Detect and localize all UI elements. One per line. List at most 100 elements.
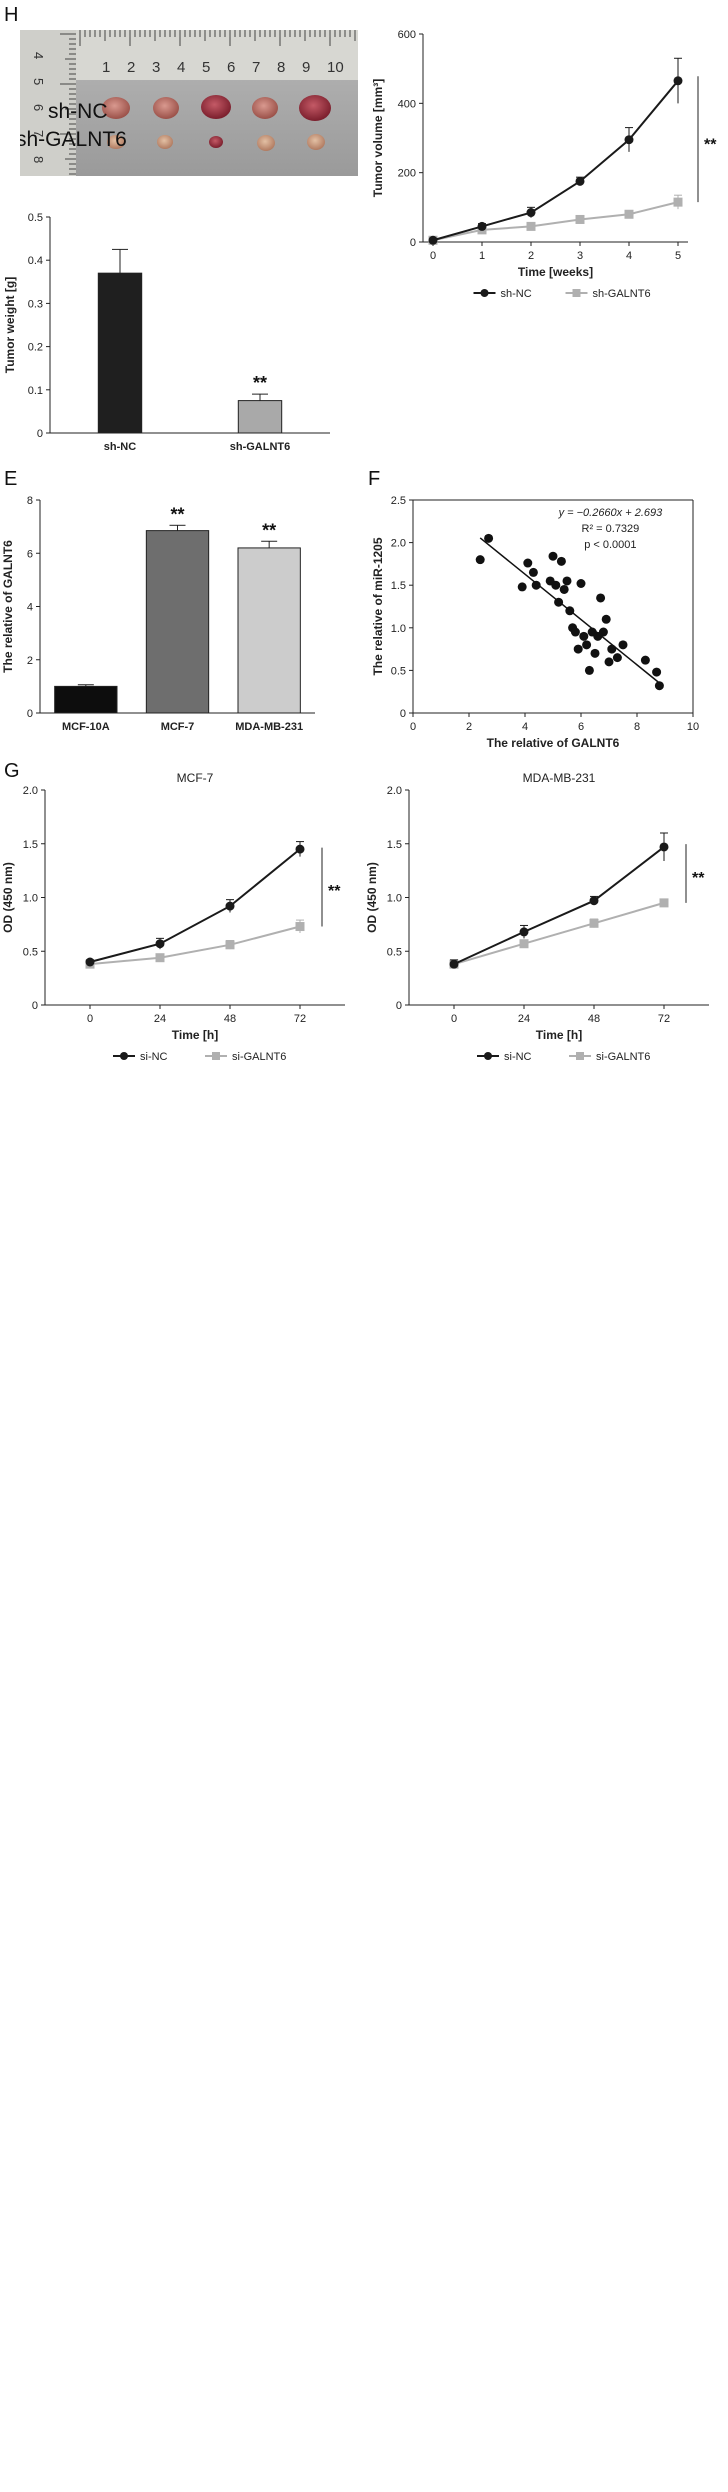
- x-tick-label: 0: [430, 250, 436, 262]
- data-point: [526, 208, 536, 218]
- data-point: [519, 927, 529, 937]
- data-point: [659, 898, 669, 908]
- scatter-point: [551, 580, 561, 590]
- x-tick-label: 72: [294, 1013, 306, 1025]
- legend-label-0: si-NC: [504, 1051, 532, 1063]
- data-point: [589, 918, 599, 928]
- y-tick-label: 0.2: [28, 342, 43, 354]
- y-tick-label: 2.0: [387, 785, 402, 797]
- scatter-point: [654, 681, 664, 691]
- data-point: [673, 76, 683, 86]
- category-label-2: MDA-MB-231: [235, 721, 303, 733]
- ruler-top-number: 8: [277, 59, 285, 76]
- od-mda-chart: 0 0.5 1.0 1.5 2.0 OD (450 nm) Time [h] MDA-MB-2…: [365, 771, 709, 1063]
- y-tick-label: 200: [398, 168, 416, 180]
- scatter-point: [652, 667, 662, 677]
- data-point: [155, 953, 165, 963]
- series-line-0: [453, 846, 665, 966]
- y-tick-label: 8: [27, 495, 33, 507]
- y-tick-label: 2.5: [391, 495, 406, 507]
- photo-label-sh-galnt6: sh-GALNT6: [20, 128, 127, 151]
- tumor-sh-galnt6-3: [209, 136, 223, 148]
- data-point: [85, 957, 95, 967]
- ruler-top-number: 9: [302, 59, 310, 76]
- y-tick-label: 0.4: [28, 255, 43, 267]
- y-axis-label: Tumor volume [mm³]: [371, 79, 385, 197]
- ruler-top-number: 6: [227, 59, 235, 76]
- data-point: [449, 959, 459, 969]
- y-tick-label: 1.5: [23, 839, 38, 851]
- panel-letter-g: G: [4, 760, 20, 782]
- panel-letter-f: F: [368, 468, 381, 490]
- data-point: [526, 221, 536, 231]
- data-point: [428, 235, 438, 245]
- x-tick-label: 0: [410, 721, 416, 733]
- x-tick-label: 10: [687, 721, 699, 733]
- scatter-point: [590, 648, 600, 658]
- scatter-point: [607, 644, 617, 654]
- scatter-point: [531, 580, 541, 590]
- scatter-point: [484, 533, 494, 543]
- tumor-sh-nc-1: [102, 97, 130, 119]
- category-label-1: sh-GALNT6: [230, 441, 291, 453]
- y-tick-label: 1.0: [391, 623, 406, 635]
- tumor-weight-chart: 0 0.1 0.2 0.3 0.4 0.5 Tumor weight [g] sh-NC sh-…: [3, 212, 330, 453]
- ruler-top-number: 2: [127, 59, 135, 76]
- y-tick-label: 0: [396, 1000, 402, 1012]
- x-tick-label: 72: [658, 1013, 670, 1025]
- bar-annotation-2: **: [262, 520, 276, 540]
- scatter-point: [601, 614, 611, 624]
- y-tick-label: 4: [27, 602, 33, 614]
- y-axis-label: OD (450 nm): [1, 862, 15, 933]
- legend-label-1: sh-GALNT6: [593, 288, 651, 300]
- x-tick-label: 1: [479, 250, 485, 262]
- legend-marker-1: [576, 1052, 584, 1060]
- x-tick-label: 2: [466, 721, 472, 733]
- x-axis-label: The relative of GALNT6: [487, 736, 620, 750]
- data-point: [589, 896, 599, 906]
- legend-marker-0: [120, 1052, 128, 1060]
- ruler-top-number: 3: [152, 59, 160, 76]
- tumor-sh-galnt6-5: [307, 134, 325, 150]
- series-line-1: [453, 901, 665, 966]
- data-point: [477, 221, 487, 231]
- scatter-point: [582, 640, 592, 650]
- bar-0: [97, 272, 143, 434]
- tumor-sh-galnt6-1: [107, 135, 125, 149]
- legend-label-0: si-NC: [140, 1051, 168, 1063]
- scatter-point: [475, 555, 485, 565]
- tumor-sh-galnt6-2: [157, 135, 173, 149]
- tumor-sh-nc-2: [153, 97, 179, 119]
- correlation-scatter-chart: 0 0.5 1.0 1.5 2.0 2.5 The relative of miR-1205…: [371, 495, 699, 750]
- bar-1: [237, 400, 283, 434]
- bar-0: [54, 685, 118, 714]
- legend-label-1: si-GALNT6: [232, 1051, 286, 1063]
- ruler-top: [76, 30, 358, 80]
- series-line-1: [432, 201, 679, 242]
- scatter-point: [596, 593, 606, 603]
- legend-marker-1: [212, 1052, 220, 1060]
- data-point: [295, 844, 305, 854]
- data-point: [575, 176, 585, 186]
- data-point: [519, 939, 529, 949]
- y-tick-label: 0: [32, 1000, 38, 1012]
- scatter-point: [640, 655, 650, 665]
- bar-annotation-1: **: [253, 373, 267, 393]
- x-tick-label: 48: [588, 1013, 600, 1025]
- data-point: [624, 135, 634, 145]
- chart-title: MCF-7: [177, 771, 214, 785]
- scatter-point: [556, 556, 566, 566]
- y-tick-label: 1.5: [391, 580, 406, 592]
- y-tick-label: 0.3: [28, 298, 43, 310]
- legend-marker-0: [480, 289, 489, 297]
- tumor-sh-nc-4: [252, 97, 278, 119]
- photo-label-sh-nc: sh-NC: [48, 100, 108, 123]
- y-tick-label: 6: [27, 548, 33, 560]
- bar-2: [237, 547, 301, 714]
- ruler-side-number: 8: [31, 156, 46, 163]
- ruler-top-number: 4: [177, 59, 185, 76]
- y-tick-label: 1.5: [387, 839, 402, 851]
- x-axis-label: Time [weeks]: [518, 265, 593, 279]
- ruler-side-number: 4: [31, 52, 46, 59]
